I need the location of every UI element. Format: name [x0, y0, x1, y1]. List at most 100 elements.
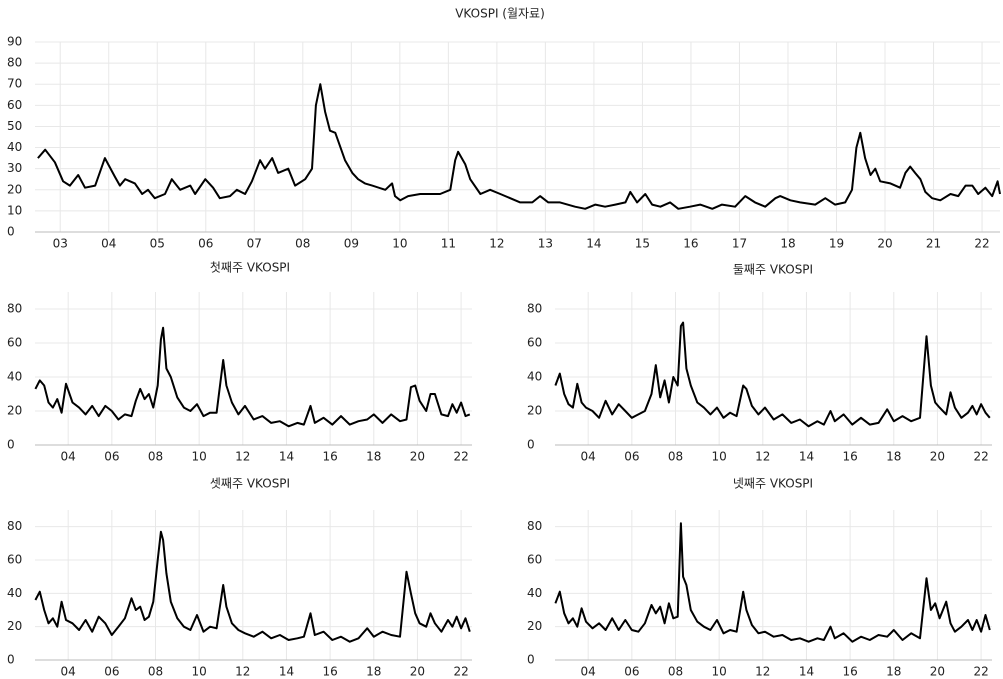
x-tick-label: 12 — [235, 665, 250, 679]
y-tick-label: 0 — [527, 438, 535, 452]
y-tick-label: 40 — [527, 586, 542, 600]
x-tick-label: 22 — [973, 665, 988, 679]
x-tick-label: 20 — [930, 665, 945, 679]
x-tick-label: 04 — [61, 665, 76, 679]
x-tick-label: 14 — [279, 450, 294, 464]
x-tick-label: 12 — [489, 237, 504, 251]
y-tick-label: 20 — [7, 404, 22, 418]
y-tick-label: 0 — [7, 438, 15, 452]
chart-title: 첫째주 VKOSPI — [210, 261, 290, 275]
x-tick-label: 04 — [101, 237, 116, 251]
x-tick-label: 10 — [192, 665, 207, 679]
x-tick-label: 16 — [322, 665, 337, 679]
x-tick-label: 18 — [780, 237, 795, 251]
y-tick-label: 60 — [7, 98, 22, 112]
y-tick-label: 20 — [7, 619, 22, 633]
data-line — [34, 530, 471, 643]
y-tick-label: 40 — [7, 370, 22, 384]
x-tick-label: 05 — [150, 237, 165, 251]
x-tick-label: 06 — [624, 665, 639, 679]
x-tick-label: 18 — [886, 665, 901, 679]
x-tick-label: 18 — [366, 450, 381, 464]
y-tick-label: 90 — [7, 35, 22, 49]
x-tick-label: 08 — [295, 237, 310, 251]
x-tick-label: 08 — [148, 450, 163, 464]
x-tick-label: 03 — [53, 237, 68, 251]
x-tick-label: 18 — [886, 450, 901, 464]
data-line — [554, 522, 991, 643]
y-tick-label: 30 — [7, 161, 22, 175]
y-tick-label: 80 — [527, 519, 542, 533]
x-tick-label: 17 — [732, 237, 747, 251]
x-tick-label: 10 — [192, 450, 207, 464]
x-tick-label: 21 — [926, 237, 941, 251]
x-tick-label: 14 — [799, 450, 814, 464]
x-tick-label: 13 — [538, 237, 553, 251]
x-tick-label: 04 — [581, 665, 596, 679]
x-tick-label: 22 — [973, 450, 988, 464]
x-tick-label: 14 — [586, 237, 601, 251]
y-tick-label: 60 — [527, 553, 542, 567]
y-tick-label: 10 — [7, 203, 22, 217]
y-tick-label: 20 — [527, 404, 542, 418]
x-tick-label: 14 — [799, 665, 814, 679]
x-tick-label: 11 — [441, 237, 456, 251]
data-line — [554, 321, 991, 428]
x-tick-label: 12 — [755, 450, 770, 464]
y-tick-label: 80 — [7, 302, 22, 316]
y-tick-label: 0 — [7, 653, 15, 667]
y-tick-label: 80 — [7, 519, 22, 533]
chart-title: 셋째주 VKOSPI — [210, 477, 290, 491]
y-tick-label: 80 — [7, 56, 22, 70]
x-tick-label: 10 — [712, 665, 727, 679]
x-tick-label: 16 — [322, 450, 337, 464]
data-line — [37, 83, 1001, 210]
x-tick-label: 22 — [453, 665, 468, 679]
x-tick-label: 22 — [453, 450, 468, 464]
x-tick-label: 06 — [104, 665, 119, 679]
y-tick-label: 20 — [7, 182, 22, 196]
x-tick-label: 20 — [410, 450, 425, 464]
x-tick-label: 16 — [683, 237, 698, 251]
chart-title: 둘째주 VKOSPI — [733, 263, 813, 277]
chart-title: 넷째주 VKOSPI — [733, 477, 813, 491]
x-tick-label: 16 — [842, 450, 857, 464]
x-tick-label: 08 — [668, 450, 683, 464]
y-tick-label: 20 — [527, 619, 542, 633]
x-tick-label: 10 — [712, 450, 727, 464]
x-tick-label: 16 — [842, 665, 857, 679]
y-tick-label: 60 — [527, 336, 542, 350]
x-tick-label: 07 — [247, 237, 262, 251]
x-tick-label: 14 — [279, 665, 294, 679]
y-tick-label: 70 — [7, 77, 22, 91]
x-tick-label: 08 — [668, 665, 683, 679]
data-line — [34, 326, 471, 428]
y-tick-label: 40 — [7, 140, 22, 154]
x-tick-label: 12 — [235, 450, 250, 464]
x-tick-label: 22 — [974, 237, 989, 251]
x-tick-label: 20 — [410, 665, 425, 679]
y-tick-label: 40 — [527, 370, 542, 384]
x-tick-label: 06 — [624, 450, 639, 464]
chart-title: VKOSPI (월자료) — [455, 7, 545, 21]
x-tick-label: 20 — [877, 237, 892, 251]
y-tick-label: 0 — [527, 653, 535, 667]
x-tick-label: 06 — [198, 237, 213, 251]
y-tick-label: 80 — [527, 302, 542, 316]
y-tick-label: 60 — [7, 553, 22, 567]
y-tick-label: 0 — [7, 225, 15, 239]
x-tick-label: 08 — [148, 665, 163, 679]
x-tick-label: 20 — [930, 450, 945, 464]
y-tick-label: 50 — [7, 119, 22, 133]
y-tick-label: 40 — [7, 586, 22, 600]
x-tick-label: 15 — [635, 237, 650, 251]
x-tick-label: 10 — [392, 237, 407, 251]
x-tick-label: 04 — [581, 450, 596, 464]
x-tick-label: 04 — [61, 450, 76, 464]
x-tick-label: 06 — [104, 450, 119, 464]
x-tick-label: 19 — [829, 237, 844, 251]
x-tick-label: 18 — [366, 665, 381, 679]
x-tick-label: 12 — [755, 665, 770, 679]
